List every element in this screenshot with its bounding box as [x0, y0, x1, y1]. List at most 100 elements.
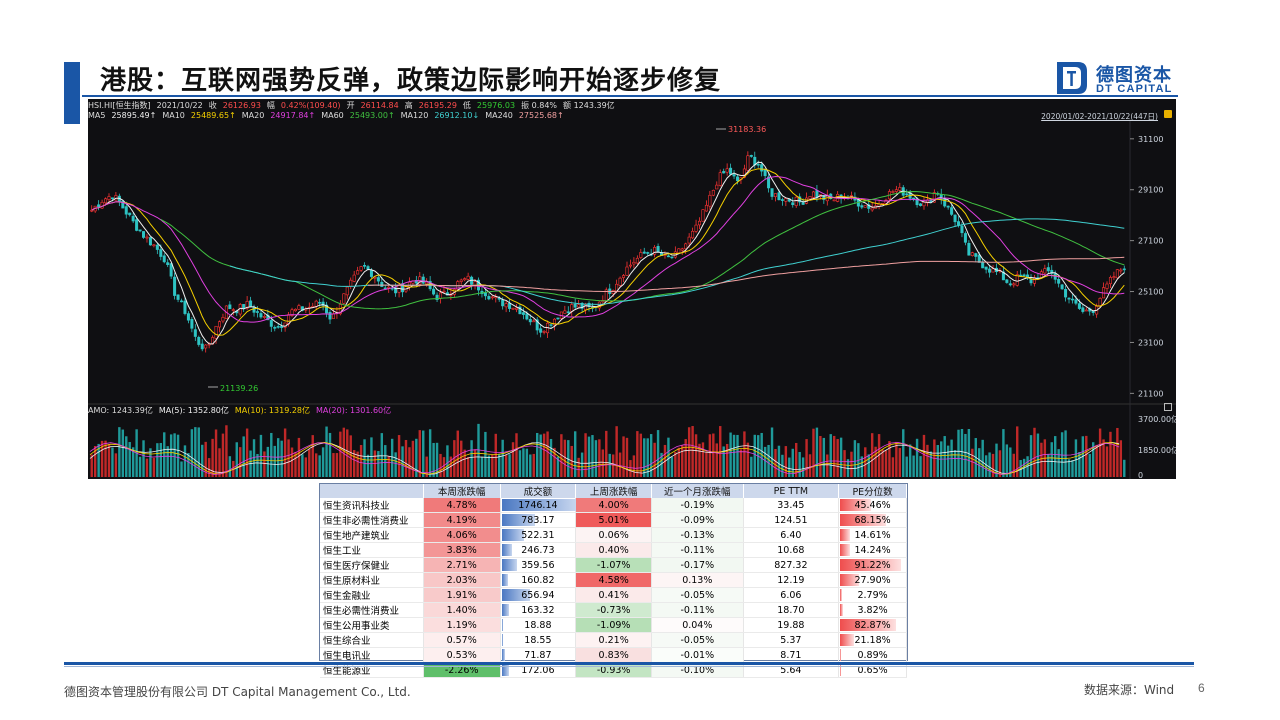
turnover-bar — [501, 619, 503, 631]
table-row[interactable]: 恒生工业 3.83% 246.73 0.40% -0.11% 10.68 14.24% — [320, 542, 907, 558]
candle-body — [957, 221, 961, 226]
volume-bar — [618, 452, 622, 477]
ma-field-7: 25493.00↑ — [349, 111, 395, 120]
candle-body — [632, 261, 636, 265]
volume-bar — [653, 442, 656, 477]
table-row[interactable]: 恒生非必需性消费业 4.19% 783.17 5.01% -0.09% 124.51 68.… — [320, 512, 907, 528]
volume-bar — [964, 433, 967, 477]
column-header-6[interactable]: PE分位数 — [838, 484, 907, 498]
table-row[interactable]: 恒生必需性消费业 1.40% 163.32 -0.73% -0.11% 18.70 3.82… — [320, 602, 907, 618]
table-row[interactable]: 恒生资讯科技业 4.78% 1746.14 4.00% -0.19% 33.45 45.46… — [320, 498, 907, 513]
ma60-line — [160, 190, 1125, 310]
turnover-value: 359.56 — [521, 559, 555, 571]
volume-bar — [311, 435, 314, 477]
pe-percentile-value: 27.90% — [854, 574, 891, 586]
volume-bar — [546, 431, 549, 477]
candle-body — [563, 310, 567, 314]
hsi-chart-panel[interactable]: 31100 29100 27100 25100 23100 21100 3700.00亿 18… — [88, 99, 1176, 479]
table-row[interactable]: 恒生电讯业 0.53% 71.87 0.83% -0.01% 8.71 0.89% — [320, 647, 907, 663]
column-header-3[interactable]: 上周涨跌幅 — [575, 484, 652, 498]
table-row[interactable]: 恒生医疗保健业 2.71% 359.56 -1.07% -0.17% 827.32 91.2… — [320, 557, 907, 573]
table-row[interactable]: 恒生地产建筑业 4.06% 522.31 0.06% -0.13% 6.40 14.61% — [320, 527, 907, 543]
volume-bar — [228, 456, 232, 477]
week-change: 0.57% — [423, 632, 501, 648]
pe-percentile-bar — [840, 499, 871, 511]
turnover-bar — [501, 589, 530, 601]
volume-bar — [884, 450, 888, 477]
column-header-4[interactable]: 近一个月涨跌幅 — [651, 484, 744, 498]
volume-bar — [190, 429, 194, 477]
chart-date-range[interactable]: 2020/01/02-2021/10/22(447日) — [1041, 112, 1158, 121]
lock-icon[interactable] — [1164, 110, 1172, 118]
candle-body — [611, 290, 615, 294]
candle-body — [777, 192, 781, 201]
candle-body — [328, 312, 332, 320]
turnover-value: 18.88 — [524, 619, 552, 631]
volume-bar — [207, 458, 211, 477]
turnover: 522.31 — [500, 527, 577, 543]
turnover-bar — [501, 649, 505, 661]
candle-body — [691, 230, 695, 239]
candle-body — [1105, 283, 1109, 289]
volume-bar — [763, 446, 767, 477]
pe-ttm: 6.06 — [743, 587, 840, 603]
volume-bar — [107, 443, 111, 477]
title-divider — [82, 95, 1178, 97]
pe-percentile-value: 45.46% — [854, 499, 891, 511]
candle-body — [356, 270, 360, 275]
candle-body — [767, 176, 771, 189]
column-header-2[interactable]: 成交额 — [500, 484, 577, 498]
volume-bar — [542, 433, 546, 477]
column-header-1[interactable]: 本周涨跌幅 — [423, 484, 501, 498]
sector-name: 恒生金融业 — [320, 587, 424, 603]
volume-bar — [1036, 433, 1040, 477]
candle-body — [773, 193, 777, 198]
table-row[interactable]: 恒生公用事业类 1.19% 18.88 -1.09% 0.04% 19.88 82.87% — [320, 617, 907, 633]
candle-body — [145, 236, 149, 239]
volume-bar — [556, 456, 560, 477]
hsi-candlestick-chart[interactable]: 31100 29100 27100 25100 23100 21100 3700.00亿 18… — [88, 99, 1176, 479]
volume-bar — [100, 440, 104, 477]
week-change: 1.91% — [423, 587, 501, 603]
volume-bar — [104, 440, 107, 477]
table-row[interactable]: 恒生综合业 0.57% 18.55 0.21% -0.05% 5.37 21.18% — [320, 632, 907, 648]
candle-body — [231, 309, 235, 311]
candle-body — [570, 304, 574, 312]
candle-body — [732, 174, 736, 177]
candle-body — [780, 199, 784, 201]
volume-bar — [114, 453, 118, 477]
table-row[interactable]: 恒生金融业 1.91% 656.94 0.41% -0.05% 6.06 2.79% — [320, 587, 907, 603]
pe-percentile-value: 21.18% — [854, 634, 891, 646]
volume-bar — [380, 433, 384, 477]
volume-bar — [273, 445, 276, 477]
candle-body — [432, 288, 436, 295]
candle-body — [104, 198, 108, 204]
candle-body — [1015, 274, 1019, 286]
volume-bar — [176, 434, 180, 477]
candle-body — [1070, 298, 1074, 301]
volume-bar — [553, 447, 556, 477]
turnover-bar — [501, 544, 513, 556]
week-change: 2.03% — [423, 572, 501, 588]
quote-field-5: 0.42%(109.40) — [280, 101, 341, 110]
volume-bar — [397, 435, 401, 477]
pe-percentile: 27.90% — [838, 572, 907, 588]
candle-body — [684, 243, 688, 250]
volume-bar — [463, 449, 466, 477]
volume-bar — [591, 435, 594, 477]
ma5-line — [91, 161, 1125, 345]
turnover-value: 18.55 — [524, 634, 552, 646]
candle-body — [280, 325, 284, 328]
volume-bar — [332, 453, 335, 477]
quote-field-13: 额 1243.39亿 — [563, 101, 615, 110]
quote-field-3: 26126.93 — [222, 101, 261, 110]
column-header-5[interactable]: PE TTM — [743, 484, 840, 498]
table-row[interactable]: 恒生原材料业 2.03% 160.82 4.58% 0.13% 12.19 27.90% — [320, 572, 907, 588]
month-change: -0.17% — [651, 557, 744, 573]
candle-body — [514, 307, 518, 310]
volume-bar — [131, 447, 135, 477]
candle-body — [694, 224, 698, 232]
volume-bar — [152, 457, 156, 477]
expand-icon[interactable] — [1164, 403, 1172, 411]
column-header-0[interactable] — [320, 484, 424, 498]
